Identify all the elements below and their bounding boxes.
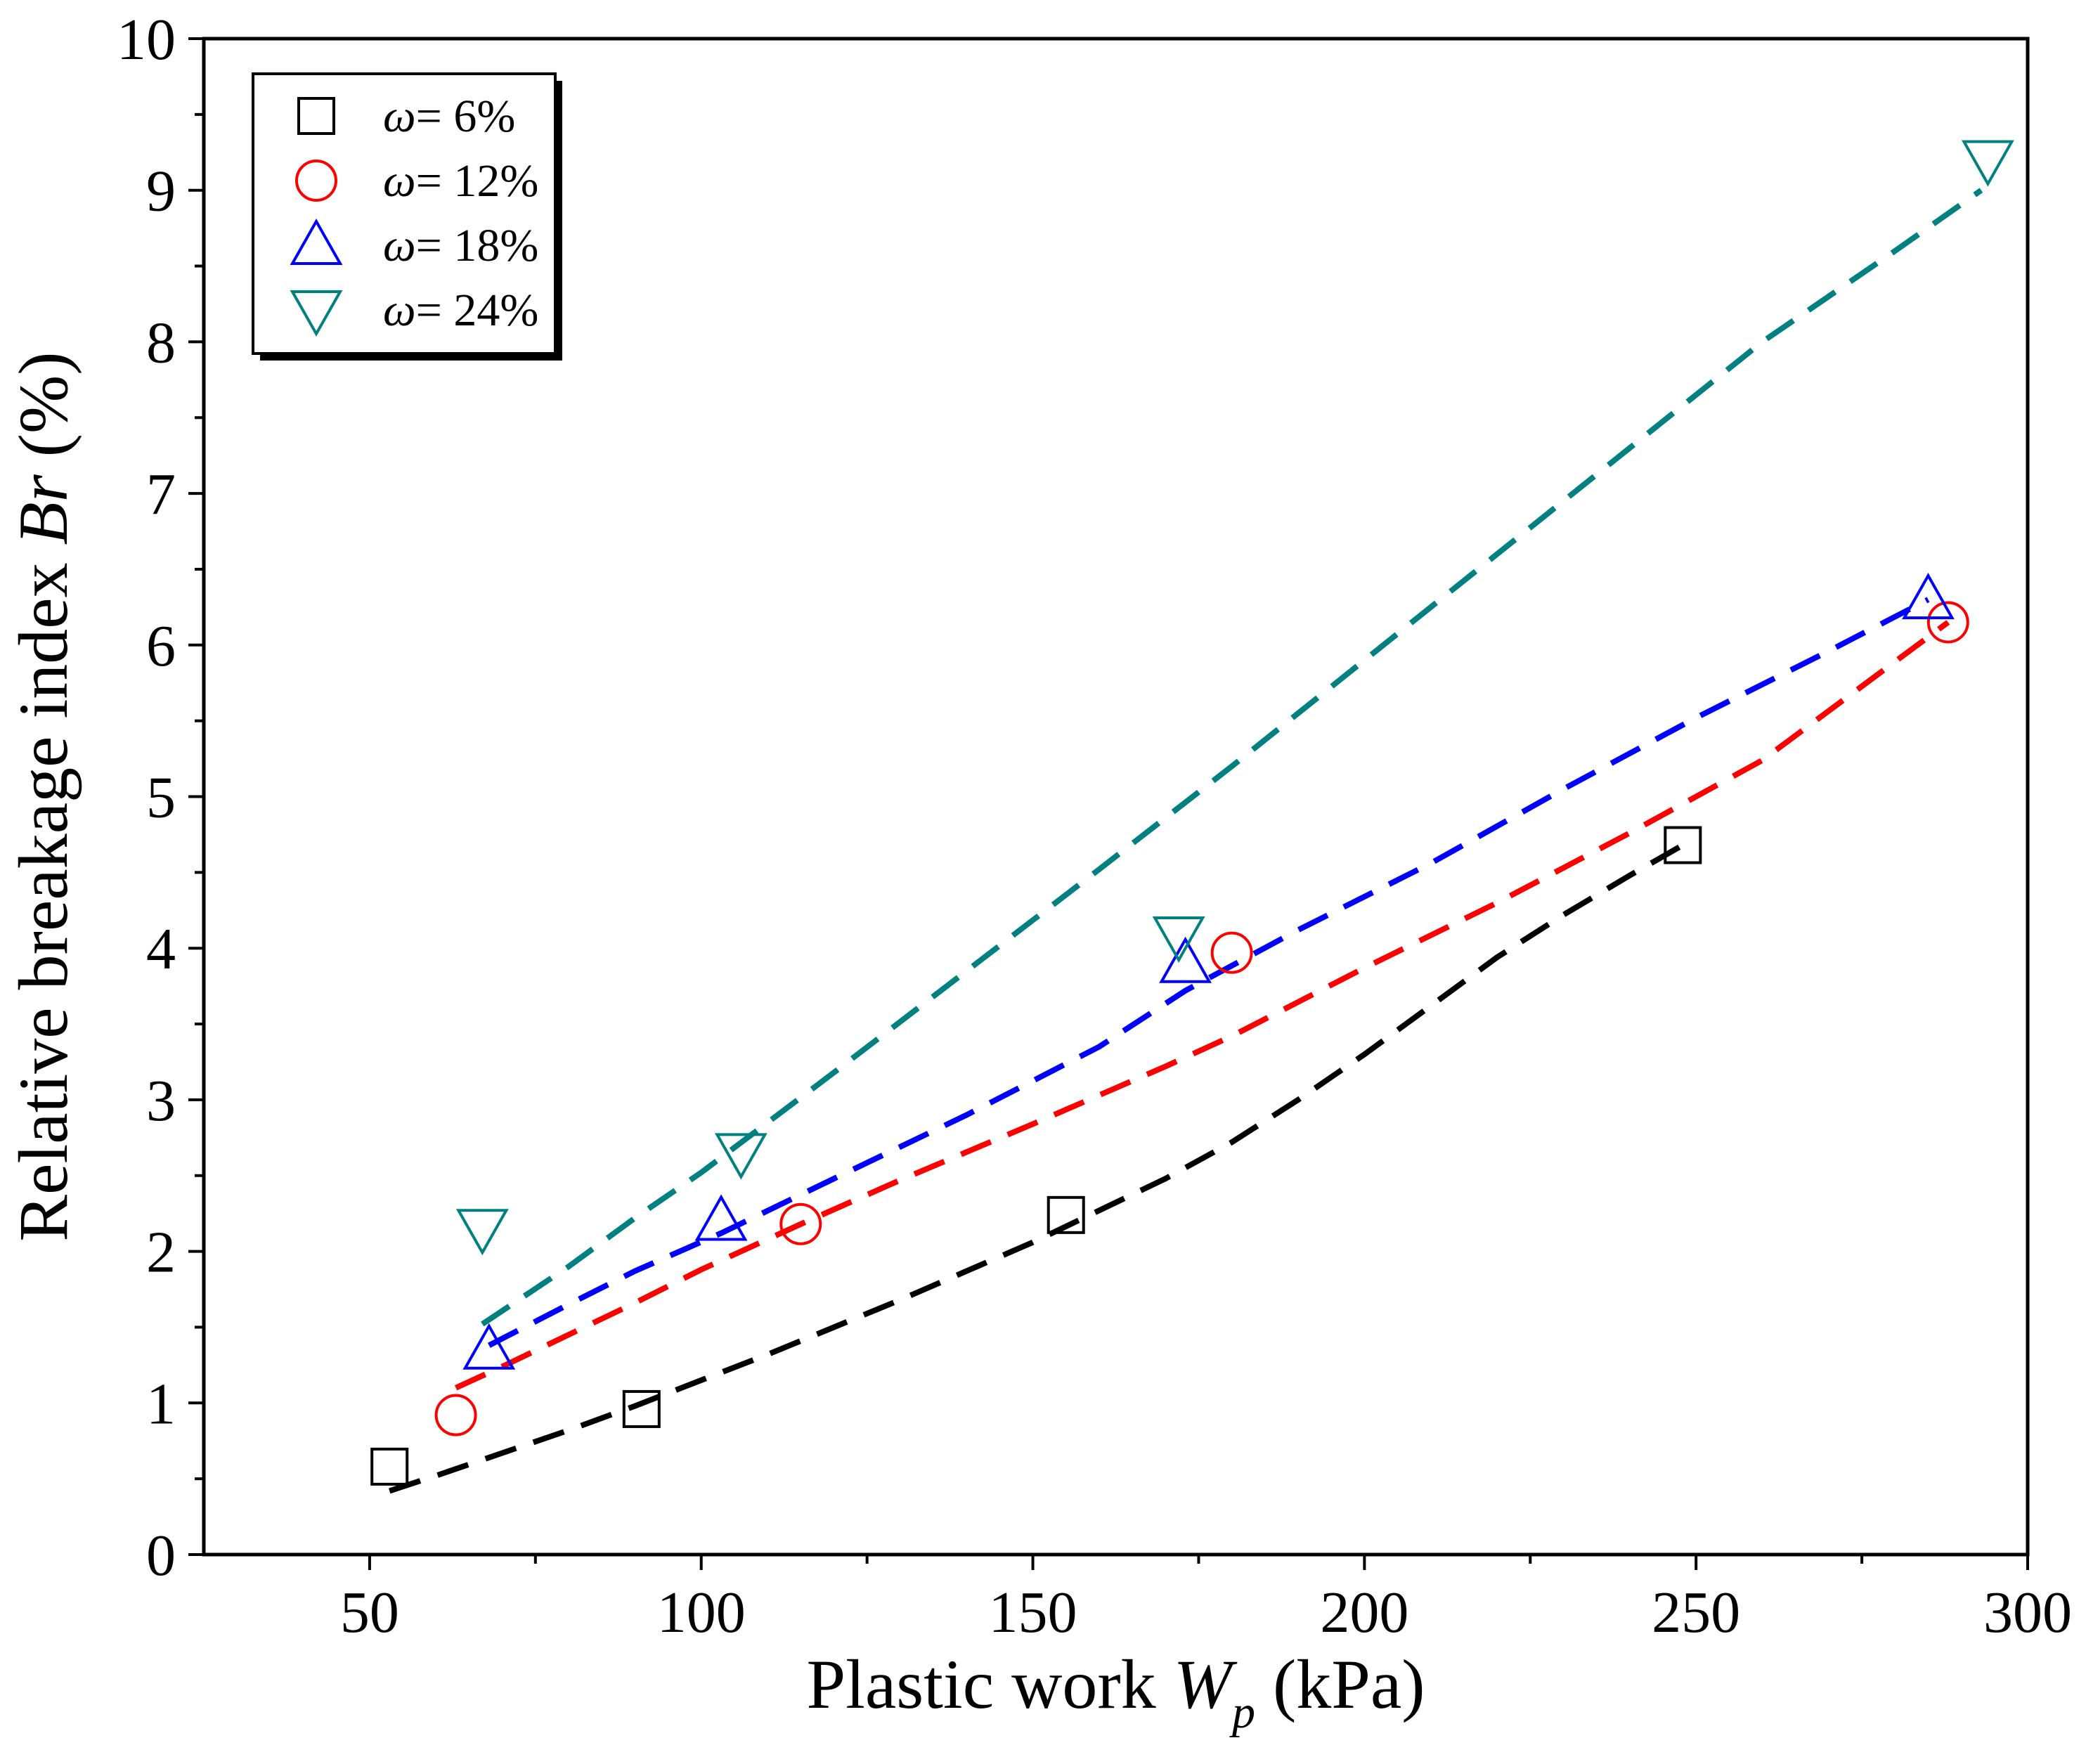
legend-items: ω= 6%ω= 12%ω= 18%ω= 24% bbox=[290, 91, 538, 337]
y-tick-label: 3 bbox=[146, 1068, 176, 1134]
data-point bbox=[462, 1323, 516, 1370]
data-point bbox=[1047, 1195, 1085, 1234]
x-axis-title-symbol: W bbox=[1174, 1645, 1238, 1723]
legend-symbol: ω bbox=[383, 155, 416, 207]
y-tick-label: 5 bbox=[146, 765, 176, 831]
data-point bbox=[455, 1209, 509, 1256]
legend-marker bbox=[297, 97, 335, 135]
y-tick-label: 6 bbox=[146, 614, 176, 679]
fit-lines bbox=[388, 188, 1983, 1494]
legend-marker bbox=[295, 160, 337, 202]
fit-line bbox=[388, 843, 1685, 1494]
legend-box bbox=[252, 72, 557, 355]
legend-symbol: ω bbox=[383, 285, 416, 336]
y-axis-title-unit: (%) bbox=[4, 351, 82, 474]
data-markers bbox=[370, 140, 2014, 1486]
legend-label: ω= 12% bbox=[383, 155, 538, 207]
legend-label: ω= 6% bbox=[383, 91, 515, 142]
data-point bbox=[434, 1394, 477, 1437]
data-point bbox=[1152, 916, 1205, 964]
x-axis-title: Plastic work Wp (kPa) bbox=[806, 1645, 1425, 1738]
legend-symbol: ω bbox=[383, 220, 416, 271]
data-point bbox=[779, 1202, 822, 1245]
data-point bbox=[622, 1389, 661, 1428]
legend-label: ω= 24% bbox=[383, 285, 538, 336]
legend-value: = 24% bbox=[416, 285, 539, 336]
y-tick-label: 7 bbox=[146, 462, 176, 527]
y-tick-label: 9 bbox=[146, 159, 176, 224]
y-tick-label: 8 bbox=[146, 310, 176, 375]
legend-value: = 6% bbox=[416, 91, 516, 142]
x-axis-title-unit: (kPa) bbox=[1255, 1645, 1425, 1723]
data-point bbox=[1926, 601, 1969, 644]
data-point bbox=[1902, 573, 1955, 620]
y-tick-label: 10 bbox=[117, 7, 176, 72]
fit-line bbox=[481, 188, 1983, 1327]
data-point bbox=[1664, 826, 1702, 864]
x-tick-label: 100 bbox=[657, 1580, 746, 1645]
legend-marker bbox=[290, 218, 343, 265]
y-axis-title: Relative breakage index Br (%) bbox=[4, 351, 82, 1241]
x-axis-title-subscript: p bbox=[1229, 1687, 1255, 1738]
y-tick-label: 2 bbox=[146, 1220, 176, 1285]
fit-line bbox=[454, 620, 1950, 1391]
x-tick-label: 50 bbox=[340, 1580, 399, 1645]
legend: ω= 6%ω= 12%ω= 18%ω= 24% bbox=[252, 72, 562, 361]
y-axis-title-symbol: Br bbox=[4, 474, 82, 545]
data-point bbox=[1210, 931, 1253, 974]
legend-value: = 18% bbox=[416, 220, 539, 271]
data-point bbox=[1961, 140, 2014, 187]
x-tick-label: 200 bbox=[1320, 1580, 1408, 1645]
x-tick-label: 150 bbox=[989, 1580, 1077, 1645]
x-axis-title-prefix: Plastic work bbox=[806, 1645, 1173, 1723]
legend-value: = 12% bbox=[416, 155, 539, 207]
y-tick-label: 0 bbox=[146, 1523, 176, 1588]
x-tick-label: 250 bbox=[1652, 1580, 1740, 1645]
data-point bbox=[370, 1447, 409, 1486]
y-tick-label: 1 bbox=[146, 1371, 176, 1437]
x-tick-label: 300 bbox=[1983, 1580, 2072, 1645]
legend-label: ω= 18% bbox=[383, 220, 538, 271]
plot-frame bbox=[202, 37, 2030, 1557]
fit-line bbox=[487, 597, 1930, 1348]
data-point bbox=[1159, 936, 1212, 983]
data-point bbox=[714, 1133, 767, 1180]
legend-symbol: ω bbox=[383, 91, 416, 142]
y-tick-label: 4 bbox=[146, 916, 176, 982]
legend-marker bbox=[290, 290, 343, 337]
y-axis-title-prefix: Relative breakage index bbox=[4, 545, 82, 1241]
data-point bbox=[694, 1194, 748, 1241]
axis-ticks: 50 100 150 200 250 300 0 1 2 3 4 5 6 7 8 9 10 bbox=[117, 7, 2072, 1645]
